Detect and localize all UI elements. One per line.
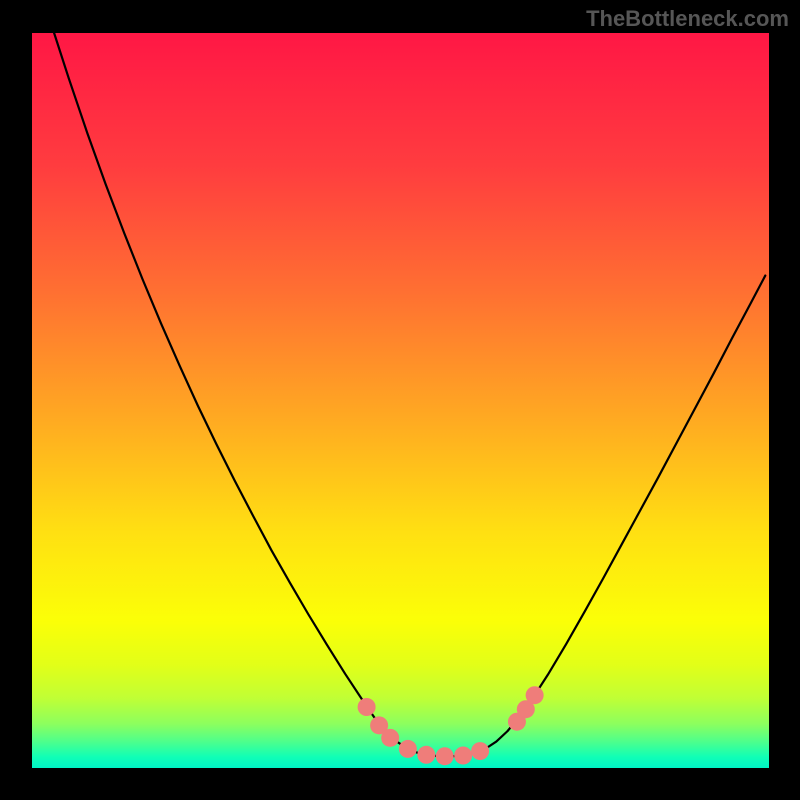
chart-svg (32, 33, 769, 768)
marker-dot (381, 729, 399, 747)
marker-dot (526, 686, 544, 704)
gradient-background (32, 33, 769, 768)
marker-dot (417, 746, 435, 764)
marker-dot (471, 742, 489, 760)
marker-dot (399, 740, 417, 758)
marker-dot (358, 698, 376, 716)
marker-dot (454, 747, 472, 765)
plot-area (32, 33, 769, 768)
watermark-text: TheBottleneck.com (586, 6, 789, 32)
marker-dot (436, 747, 454, 765)
